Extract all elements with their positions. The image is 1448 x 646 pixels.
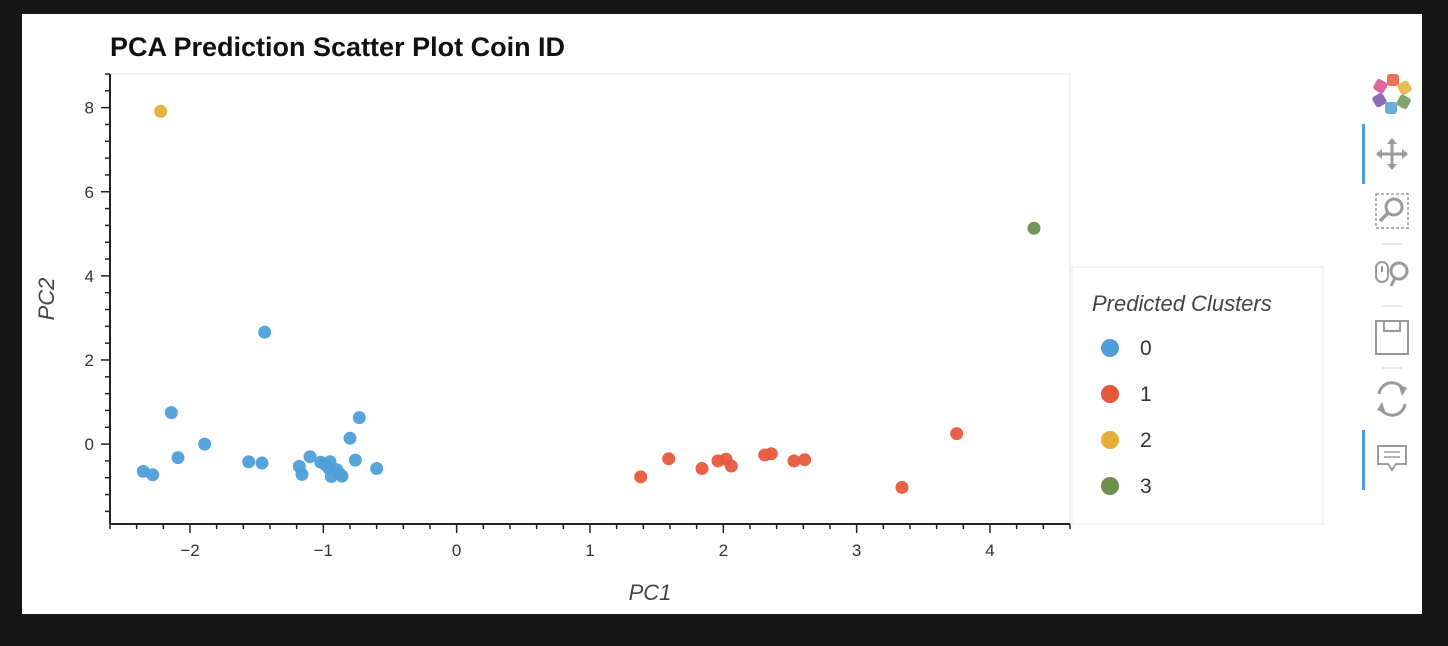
scatter-point-cluster-0[interactable] bbox=[352, 411, 366, 425]
plot-area[interactable] bbox=[109, 73, 1071, 525]
reset-arrow-top bbox=[1398, 384, 1407, 396]
scatter-point-cluster-1[interactable] bbox=[787, 454, 801, 468]
logo-petal bbox=[1396, 94, 1411, 109]
reset-tool-icon[interactable] bbox=[1377, 381, 1407, 417]
legend-items: 0 1 2 3 bbox=[1101, 337, 1152, 498]
legend-marker-1 bbox=[1101, 385, 1119, 403]
y-tick-label: 2 bbox=[85, 351, 94, 370]
legend-title: Predicted Clusters bbox=[1092, 291, 1272, 316]
legend: Predicted Clusters 0 1 2 3 bbox=[1071, 266, 1324, 525]
legend-label-1: 1 bbox=[1140, 383, 1152, 406]
scatter-point-cluster-2[interactable] bbox=[154, 104, 168, 118]
logo-petal bbox=[1372, 93, 1387, 108]
x-tick-label: −2 bbox=[180, 541, 199, 560]
scatter-point-cluster-1[interactable] bbox=[798, 453, 812, 467]
hover-active-indicator bbox=[1362, 430, 1365, 490]
wheel-mouse bbox=[1375, 261, 1389, 283]
box-zoom-handle bbox=[1378, 211, 1390, 223]
reset-arrow-bottom bbox=[1377, 402, 1386, 414]
chart-title: PCA Prediction Scatter Plot Coin ID bbox=[110, 32, 565, 62]
scatter-chart[interactable]: PCA Prediction Scatter Plot Coin ID −2 −1… bbox=[22, 14, 1422, 614]
wheel-zoom-lens bbox=[1389, 261, 1409, 281]
scatter-point-cluster-0[interactable] bbox=[146, 468, 160, 482]
y-tick-label: 6 bbox=[85, 183, 94, 202]
save-tool-icon[interactable] bbox=[1375, 320, 1409, 355]
x-tick-label: 4 bbox=[985, 541, 994, 560]
reset-arc-top bbox=[1377, 381, 1405, 395]
wheel-zoom-tool-icon[interactable] bbox=[1375, 261, 1409, 287]
scatter-point-cluster-0[interactable] bbox=[171, 451, 185, 465]
scatter-point-cluster-0[interactable] bbox=[303, 450, 317, 464]
scatter-point-cluster-1[interactable] bbox=[895, 480, 909, 494]
legend-label-2: 2 bbox=[1140, 429, 1152, 452]
scatter-points bbox=[136, 104, 1041, 494]
logo-center bbox=[1385, 87, 1399, 101]
scatter-point-cluster-0[interactable] bbox=[370, 462, 384, 475]
chart-frame: PCA Prediction Scatter Plot Coin ID −2 −1… bbox=[22, 14, 1422, 614]
box-zoom-tool-icon[interactable] bbox=[1375, 193, 1409, 229]
hover-bubble bbox=[1377, 445, 1407, 472]
scatter-point-cluster-1[interactable] bbox=[662, 452, 676, 466]
logo-petal bbox=[1373, 79, 1388, 94]
logo-petal bbox=[1387, 74, 1399, 86]
x-tick-label: −1 bbox=[314, 541, 333, 560]
toolbar bbox=[1362, 74, 1412, 490]
scatter-point-cluster-0[interactable] bbox=[198, 437, 212, 451]
scatter-point-cluster-0[interactable] bbox=[255, 456, 269, 470]
save-body bbox=[1375, 320, 1409, 355]
scatter-point-cluster-0[interactable] bbox=[295, 467, 309, 481]
reset-arc-bottom bbox=[1379, 403, 1407, 417]
axes: −2 −1 0 1 2 3 4 0 2 4 6 8 bbox=[85, 73, 1071, 560]
legend-marker-2 bbox=[1101, 431, 1119, 449]
pan-active-indicator bbox=[1362, 124, 1365, 184]
y-tick-label: 0 bbox=[85, 435, 94, 454]
wheel-zoom-handle bbox=[1389, 277, 1397, 287]
scatter-point-cluster-0[interactable] bbox=[164, 406, 178, 420]
logo-petal bbox=[1385, 102, 1397, 114]
pan-tool-icon[interactable] bbox=[1376, 138, 1408, 170]
legend-marker-0 bbox=[1101, 339, 1119, 357]
scatter-point-cluster-3[interactable] bbox=[1027, 221, 1041, 235]
box-zoom-lens bbox=[1384, 197, 1404, 217]
y-tick-label: 8 bbox=[85, 99, 94, 118]
scatter-point-cluster-0[interactable] bbox=[335, 469, 349, 483]
scatter-point-cluster-0[interactable] bbox=[242, 455, 256, 469]
x-tick-label: 2 bbox=[719, 541, 728, 560]
scatter-point-cluster-1[interactable] bbox=[634, 470, 648, 484]
scatter-point-cluster-1[interactable] bbox=[724, 459, 738, 473]
scatter-point-cluster-1[interactable] bbox=[695, 462, 709, 475]
box-zoom-box bbox=[1375, 193, 1409, 229]
legend-marker-3 bbox=[1101, 477, 1119, 495]
y-tick-label: 4 bbox=[85, 267, 94, 286]
scatter-point-cluster-0[interactable] bbox=[343, 431, 357, 445]
x-tick-label: 3 bbox=[852, 541, 861, 560]
scatter-point-cluster-1[interactable] bbox=[764, 447, 778, 461]
y-axis-title: PC2 bbox=[34, 278, 59, 321]
legend-label-0: 0 bbox=[1140, 337, 1152, 360]
legend-label-3: 3 bbox=[1140, 475, 1152, 498]
logo-petal bbox=[1397, 80, 1412, 95]
scatter-point-cluster-1[interactable] bbox=[950, 427, 964, 441]
hover-tool-icon[interactable] bbox=[1377, 445, 1407, 472]
x-axis-title: PC1 bbox=[629, 580, 672, 605]
x-tick-label: 1 bbox=[585, 541, 594, 560]
scatter-point-cluster-0[interactable] bbox=[348, 453, 362, 467]
scatter-point-cluster-0[interactable] bbox=[258, 325, 272, 339]
save-shutter bbox=[1383, 320, 1401, 332]
x-tick-label: 0 bbox=[452, 541, 461, 560]
bokeh-logo-icon bbox=[1372, 74, 1412, 114]
